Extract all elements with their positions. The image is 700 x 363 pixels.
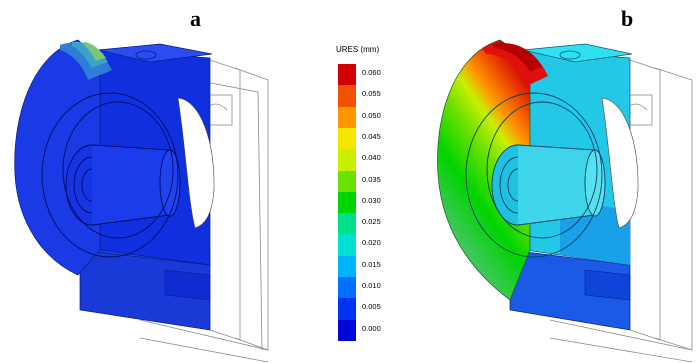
legend-swatch — [338, 191, 356, 214]
legend-tick-label: 0.030 — [362, 195, 381, 205]
legend-tick-label: 0.045 — [362, 131, 381, 141]
legend-tick-label: 0.010 — [362, 281, 381, 290]
legend-title: URES (mm) — [336, 45, 380, 54]
disk-hotspot — [60, 42, 112, 80]
legend-tick-label: 0.035 — [362, 174, 381, 184]
top-block — [522, 43, 633, 63]
legend-swatch — [338, 255, 356, 278]
legend-tick-label: 0.015 — [362, 259, 381, 269]
disk-hotspot — [482, 43, 548, 86]
legend-tick-label: 0.050 — [362, 110, 381, 120]
flange-disk — [437, 39, 531, 301]
panel-a-label: a — [190, 6, 201, 31]
legend-swatch — [338, 85, 356, 108]
legend-tick-label: 0.020 — [362, 238, 381, 248]
legend-tick-label: 0.025 — [362, 217, 381, 227]
legend-tick-label: 0.040 — [362, 153, 381, 163]
legend-tick-label: 0.000 — [362, 323, 381, 333]
legend-tick-label: 0.005 — [362, 302, 381, 312]
cavity-cutaway — [177, 97, 215, 229]
legend-tick-label: 0.060 — [362, 68, 381, 77]
fea-model-a — [14, 39, 269, 363]
legend-swatch — [338, 213, 356, 235]
legend-swatch — [338, 127, 356, 150]
legend-swatch — [338, 277, 356, 299]
legend-swatch — [338, 298, 356, 321]
legend-swatch — [338, 149, 356, 171]
shaft-hub — [41, 92, 181, 258]
panel-b-label: b — [621, 6, 634, 31]
legend-swatch — [338, 106, 356, 129]
legend-swatch — [338, 234, 356, 257]
legend-swatch — [338, 170, 356, 193]
fea-model-b — [437, 39, 693, 363]
wireframe-housing — [139, 59, 269, 363]
shaft-hub — [465, 92, 606, 258]
legend-tick-label: 0.055 — [362, 89, 381, 99]
cavity-cutaway — [601, 97, 639, 229]
legend-swatch — [338, 319, 356, 342]
legend-swatch — [338, 64, 356, 86]
wireframe-housing — [549, 59, 693, 363]
